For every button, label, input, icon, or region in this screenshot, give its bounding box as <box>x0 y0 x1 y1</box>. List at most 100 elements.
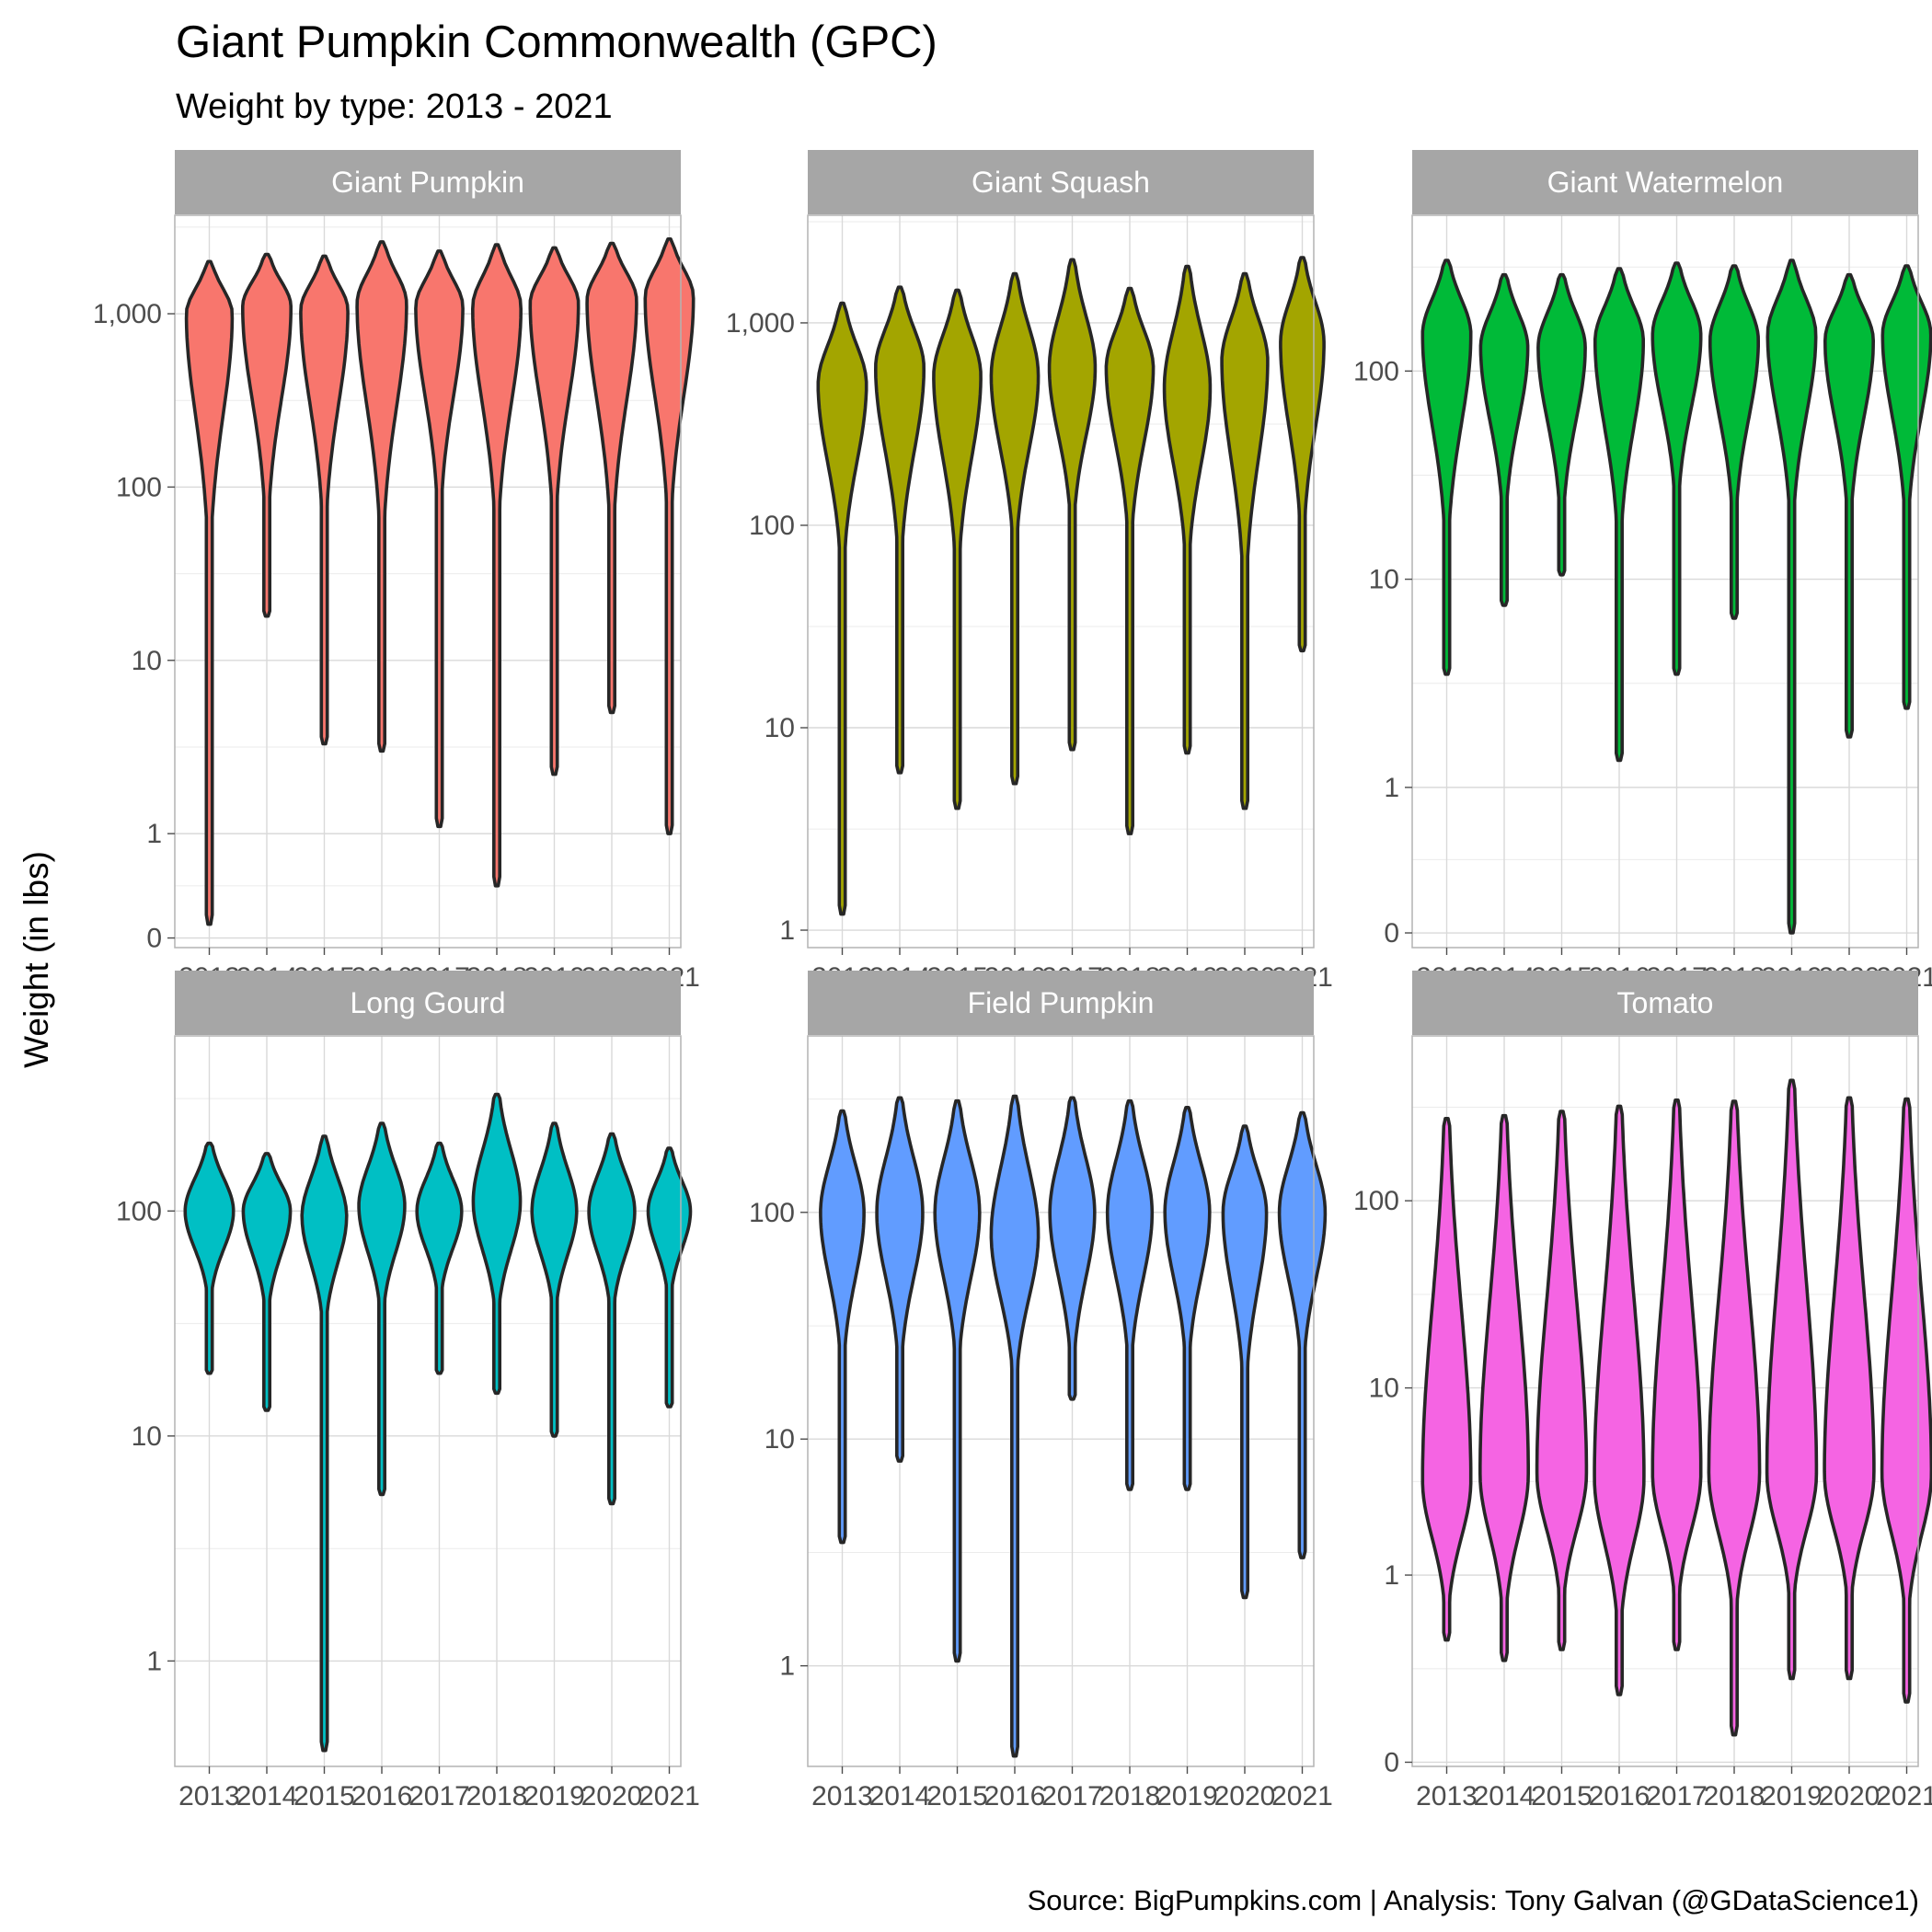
violin-2015 <box>1536 272 1587 577</box>
violin-2019 <box>530 1121 579 1438</box>
violin-2017 <box>415 1141 464 1375</box>
x-tick-label: 2021 <box>1876 1781 1932 1811</box>
y-tick-label: 0 <box>1384 1747 1399 1777</box>
violin-2014 <box>1478 1113 1530 1662</box>
violin-2017 <box>1650 1098 1703 1651</box>
y-tick-label: 10 <box>765 713 795 743</box>
y-tick-label: 0 <box>146 924 162 954</box>
violin-2018 <box>471 1092 523 1396</box>
violin-2017 <box>1048 1096 1097 1401</box>
y-tick-label: 0 <box>1384 918 1399 949</box>
violin-2015 <box>299 254 350 746</box>
x-tick-label: 2017 <box>1646 1781 1708 1811</box>
x-tick-label: 2021 <box>638 1781 700 1811</box>
violin-2019 <box>1163 1106 1212 1491</box>
facet-strip-label: Tomato <box>1617 986 1714 1019</box>
violin-2016 <box>1593 1104 1646 1696</box>
violin-2013 <box>184 259 235 926</box>
violin-2020 <box>585 241 638 715</box>
violin-2017 <box>414 249 465 829</box>
panel-border <box>174 214 682 949</box>
x-tick-label: 2017 <box>408 1781 470 1811</box>
x-tick-label: 2020 <box>1819 1781 1880 1811</box>
violin-2016 <box>357 1121 407 1497</box>
violin-2019 <box>528 246 581 776</box>
facet-panel-1: Giant Pumpkin01101001,000201320142015201… <box>93 150 700 993</box>
x-tick-label: 2013 <box>1416 1781 1478 1811</box>
panel-border <box>1411 214 1919 949</box>
facet-strip <box>1412 150 1918 214</box>
y-tick-label: 100 <box>1353 356 1399 386</box>
x-tick-label: 2013 <box>811 1781 873 1811</box>
y-tick-label: 1 <box>146 1646 162 1676</box>
chart-subtitle: Weight by type: 2013 - 2021 <box>176 87 613 126</box>
violin-2015 <box>933 1098 982 1663</box>
violin-2019 <box>1765 1078 1819 1681</box>
violin-2019 <box>1765 259 1818 935</box>
facet-panel-2: Giant Squash1101001,00020132014201520162… <box>726 150 1333 993</box>
x-tick-label: 2020 <box>1214 1781 1276 1811</box>
violin-2014 <box>1478 272 1530 607</box>
y-tick-label: 1 <box>779 1651 795 1682</box>
y-tick-label: 1 <box>779 915 795 946</box>
y-tick-label: 1,000 <box>93 299 162 329</box>
violin-2014 <box>241 252 293 618</box>
violin-2013 <box>819 1109 866 1545</box>
facet-strip <box>1412 971 1918 1035</box>
x-tick-label: 2019 <box>1156 1781 1218 1811</box>
panel-border <box>1411 1035 1919 1767</box>
x-tick-label: 2021 <box>1271 1781 1333 1811</box>
y-tick-label: 100 <box>749 511 795 541</box>
panel-border <box>174 1035 682 1767</box>
x-tick-label: 2017 <box>1041 1781 1103 1811</box>
facet-strip-label: Field Pumpkin <box>968 986 1155 1019</box>
violin-2017 <box>1047 258 1098 752</box>
facet-strip-label: Giant Watermelon <box>1547 166 1784 199</box>
y-tick-label: 100 <box>749 1198 795 1228</box>
y-tick-label: 1 <box>1384 1560 1399 1591</box>
x-tick-label: 2019 <box>523 1781 585 1811</box>
violin-2020 <box>1220 271 1270 811</box>
violin-2020 <box>587 1132 637 1506</box>
violin-2017 <box>1650 261 1703 676</box>
facet-strip <box>808 971 1314 1035</box>
violin-2016 <box>355 240 408 753</box>
y-tick-label: 10 <box>132 1421 162 1452</box>
x-tick-label: 2016 <box>1589 1781 1650 1811</box>
y-tick-label: 1 <box>146 819 162 849</box>
violin-2015 <box>1535 1110 1589 1651</box>
facet-strip-label: Giant Squash <box>972 166 1150 199</box>
facet-strip <box>808 150 1314 214</box>
x-tick-label: 2019 <box>1761 1781 1823 1811</box>
violin-2014 <box>241 1152 293 1412</box>
x-tick-label: 2014 <box>236 1781 298 1811</box>
facet-panel-5: Field Pumpkin110100201320142015201620172… <box>749 971 1333 1811</box>
y-tick-label: 10 <box>1369 1374 1399 1404</box>
violin-2014 <box>874 285 926 775</box>
violin-2016 <box>1593 267 1645 763</box>
facet-strip <box>175 971 681 1035</box>
x-tick-label: 2014 <box>1474 1781 1535 1811</box>
violin-2021 <box>646 1146 693 1409</box>
y-tick-label: 100 <box>116 1196 162 1226</box>
x-tick-label: 2018 <box>1099 1781 1161 1811</box>
facet-panel-6: Tomato 0 1 10 100 201320142015201620172018201… <box>1353 971 1932 1811</box>
violin-2013 <box>183 1141 236 1375</box>
violin-2015 <box>932 288 983 811</box>
chart-caption: Source: BigPumpkins.com | Analysis: Tony… <box>1028 1884 1919 1916</box>
violin-2018 <box>1708 264 1760 620</box>
facet-strip-label: Giant Pumpkin <box>331 166 524 199</box>
y-tick-label: 1 <box>1384 773 1399 803</box>
x-tick-label: 2018 <box>1704 1781 1765 1811</box>
facet-panel-4: Long Gourd 1 10 100 201320142015201620172018… <box>116 971 700 1811</box>
x-tick-label: 2018 <box>466 1781 528 1811</box>
facet-strip <box>175 150 681 214</box>
x-tick-label: 2020 <box>581 1781 643 1811</box>
violin-2018 <box>1105 1098 1155 1491</box>
y-tick-label: 10 <box>132 646 162 676</box>
panel-border <box>807 214 1315 949</box>
y-tick-label: 100 <box>116 472 162 502</box>
violin-2013 <box>1420 259 1473 676</box>
violin-2015 <box>300 1134 349 1753</box>
